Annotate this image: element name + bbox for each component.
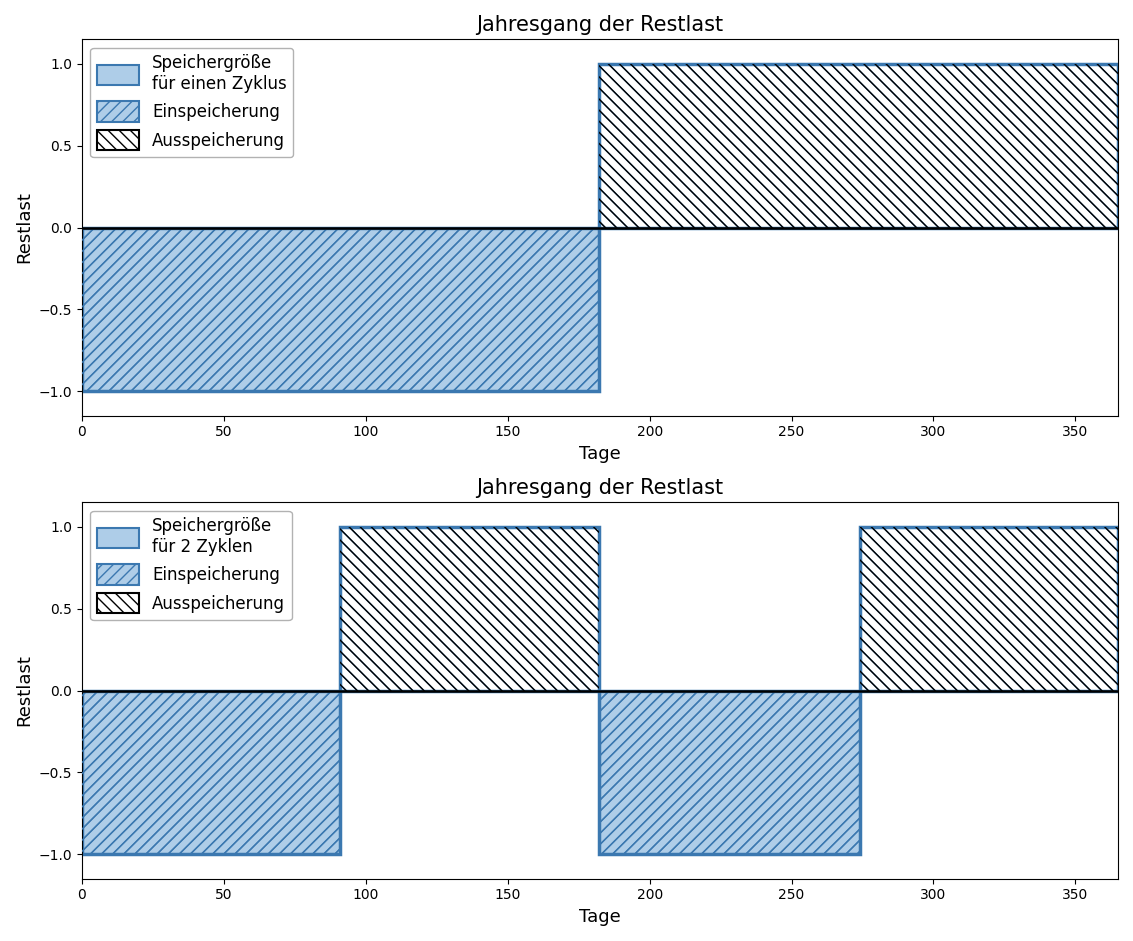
- X-axis label: Tage: Tage: [579, 908, 621, 926]
- Bar: [82, 691, 340, 854]
- Legend: Speichergröße
für 2 Zyklen, Einspeicherung, Ausspeicherung: Speichergröße für 2 Zyklen, Einspeicheru…: [91, 511, 291, 620]
- X-axis label: Tage: Tage: [579, 445, 621, 463]
- Title: Jahresgang der Restlast: Jahresgang der Restlast: [476, 478, 724, 498]
- Bar: [598, 691, 860, 854]
- Bar: [598, 64, 1118, 228]
- Bar: [82, 228, 598, 391]
- Bar: [860, 527, 1118, 691]
- Title: Jahresgang der Restlast: Jahresgang der Restlast: [476, 15, 724, 35]
- Bar: [82, 228, 598, 391]
- Bar: [860, 527, 1118, 691]
- Bar: [340, 527, 598, 691]
- Y-axis label: Restlast: Restlast: [15, 655, 33, 726]
- Bar: [82, 691, 340, 854]
- Bar: [598, 64, 1118, 228]
- Legend: Speichergröße
für einen Zyklus, Einspeicherung, Ausspeicherung: Speichergröße für einen Zyklus, Einspeic…: [91, 48, 293, 157]
- Y-axis label: Restlast: Restlast: [15, 192, 33, 263]
- Bar: [598, 691, 860, 854]
- Bar: [340, 527, 598, 691]
